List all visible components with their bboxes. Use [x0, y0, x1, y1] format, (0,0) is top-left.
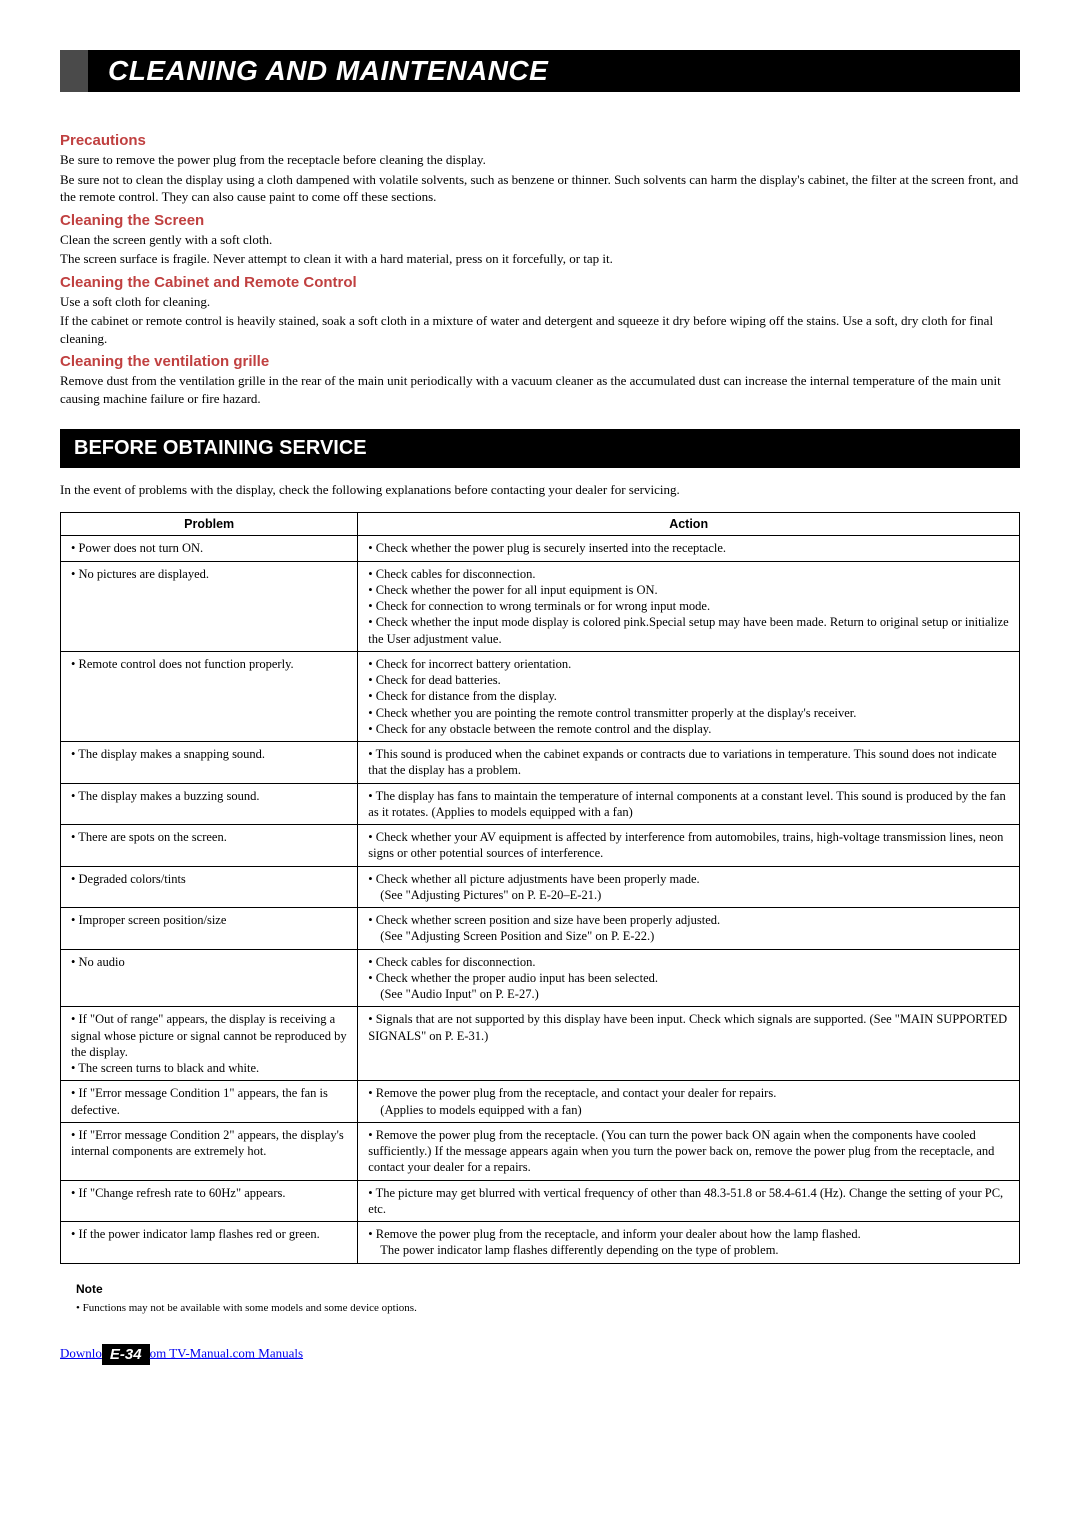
table-row: If "Error message Condition 1" appears, … [61, 1081, 1020, 1123]
problem-cell: The display makes a buzzing sound. [61, 783, 358, 825]
action-cell: Check whether screen position and size h… [358, 908, 1020, 950]
action-cell: The display has fans to maintain the tem… [358, 783, 1020, 825]
problem-cell: Improper screen position/size [61, 908, 358, 950]
table-header-problem: Problem [61, 513, 358, 536]
action-cell: Check for incorrect battery orientation.… [358, 651, 1020, 741]
table-row: If "Error message Condition 2" appears, … [61, 1122, 1020, 1180]
problem-cell: If "Error message Condition 2" appears, … [61, 1122, 358, 1180]
action-cell: Check whether the power plug is securely… [358, 536, 1020, 561]
problem-cell: If the power indicator lamp flashes red … [61, 1222, 358, 1264]
precautions-section: Precautions Be sure to remove the power … [60, 132, 1020, 206]
problem-cell: If "Error message Condition 1" appears, … [61, 1081, 358, 1123]
table-row: There are spots on the screen.Check whet… [61, 825, 1020, 867]
footer-link-before[interactable]: Downlo [60, 1345, 102, 1360]
action-cell: Remove the power plug from the receptacl… [358, 1081, 1020, 1123]
problem-cell: Degraded colors/tints [61, 866, 358, 908]
ventilation-text-1: Remove dust from the ventilation grille … [60, 372, 1020, 407]
action-cell: Check whether your AV equipment is affec… [358, 825, 1020, 867]
action-cell: The picture may get blurred with vertica… [358, 1180, 1020, 1222]
footer: DownloE-34om TV-Manual.com Manuals [60, 1344, 1020, 1365]
table-row: If the power indicator lamp flashes red … [61, 1222, 1020, 1264]
title-bar: CLEANING AND MAINTENANCE [60, 50, 1020, 92]
action-cell: Check cables for disconnection.Check whe… [358, 561, 1020, 651]
screen-section: Cleaning the Screen Clean the screen gen… [60, 212, 1020, 268]
cabinet-text-2: If the cabinet or remote control is heav… [60, 312, 1020, 347]
subtitle-bar: BEFORE OBTAINING SERVICE [60, 429, 1020, 468]
problem-cell: Power does not turn ON. [61, 536, 358, 561]
screen-text-1: Clean the screen gently with a soft clot… [60, 231, 1020, 249]
action-cell: Remove the power plug from the receptacl… [358, 1122, 1020, 1180]
problem-cell: No audio [61, 949, 358, 1007]
action-cell: Check whether all picture adjustments ha… [358, 866, 1020, 908]
ventilation-heading: Cleaning the ventilation grille [60, 353, 1020, 370]
action-cell: Signals that are not supported by this d… [358, 1007, 1020, 1081]
table-row: If "Out of range" appears, the display i… [61, 1007, 1020, 1081]
troubleshooting-table: Problem Action Power does not turn ON.Ch… [60, 512, 1020, 1263]
action-cell: This sound is produced when the cabinet … [358, 742, 1020, 784]
precautions-heading: Precautions [60, 132, 1020, 149]
problem-cell: If "Out of range" appears, the display i… [61, 1007, 358, 1081]
table-row: Remote control does not function properl… [61, 651, 1020, 741]
problem-cell: If "Change refresh rate to 60Hz" appears… [61, 1180, 358, 1222]
note-text: • Functions may not be available with so… [76, 1302, 1020, 1314]
table-row: Degraded colors/tintsCheck whether all p… [61, 866, 1020, 908]
cabinet-text-1: Use a soft cloth for cleaning. [60, 293, 1020, 311]
action-cell: Remove the power plug from the receptacl… [358, 1222, 1020, 1264]
page-title: CLEANING AND MAINTENANCE [108, 55, 548, 87]
table-row: Improper screen position/sizeCheck wheth… [61, 908, 1020, 950]
table-row: Power does not turn ON.Check whether the… [61, 536, 1020, 561]
screen-text-2: The screen surface is fragile. Never att… [60, 250, 1020, 268]
table-row: The display makes a buzzing sound.The di… [61, 783, 1020, 825]
table-row: No pictures are displayed.Check cables f… [61, 561, 1020, 651]
problem-cell: The display makes a snapping sound. [61, 742, 358, 784]
page-number: E-34 [102, 1344, 150, 1365]
precautions-text-1: Be sure to remove the power plug from th… [60, 151, 1020, 169]
table-row: No audioCheck cables for disconnection.C… [61, 949, 1020, 1007]
problem-cell: No pictures are displayed. [61, 561, 358, 651]
precautions-text-2: Be sure not to clean the display using a… [60, 171, 1020, 206]
title-square-icon [60, 50, 88, 92]
action-cell: Check cables for disconnection.Check whe… [358, 949, 1020, 1007]
footer-link-after[interactable]: om TV-Manual.com Manuals [150, 1345, 303, 1360]
table-row: The display makes a snapping sound.This … [61, 742, 1020, 784]
ventilation-section: Cleaning the ventilation grille Remove d… [60, 353, 1020, 407]
screen-heading: Cleaning the Screen [60, 212, 1020, 229]
problem-cell: Remote control does not function properl… [61, 651, 358, 741]
cabinet-heading: Cleaning the Cabinet and Remote Control [60, 274, 1020, 291]
table-row: If "Change refresh rate to 60Hz" appears… [61, 1180, 1020, 1222]
table-header-action: Action [358, 513, 1020, 536]
note-heading: Note [76, 1282, 1020, 1296]
cabinet-section: Cleaning the Cabinet and Remote Control … [60, 274, 1020, 348]
lead-text: In the event of problems with the displa… [60, 482, 1020, 498]
problem-cell: There are spots on the screen. [61, 825, 358, 867]
